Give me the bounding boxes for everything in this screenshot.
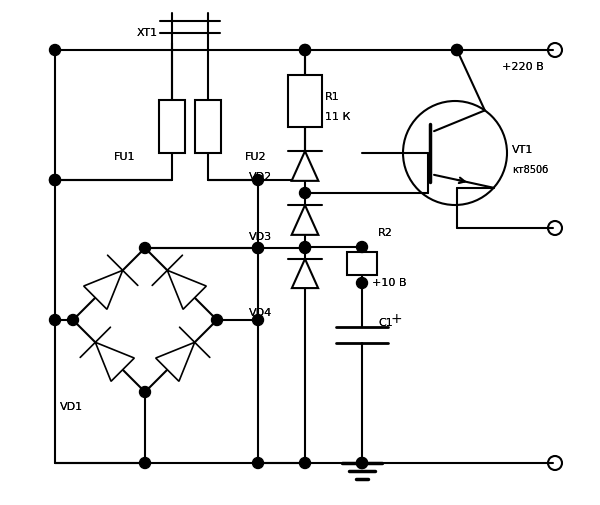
Polygon shape bbox=[292, 151, 319, 181]
Text: C1: C1 bbox=[378, 318, 393, 328]
Text: XT1: XT1 bbox=[137, 28, 158, 38]
Circle shape bbox=[299, 242, 311, 254]
Circle shape bbox=[139, 458, 151, 469]
Polygon shape bbox=[95, 342, 134, 381]
Circle shape bbox=[299, 241, 311, 252]
Text: VD4: VD4 bbox=[249, 308, 272, 318]
Text: +220 В: +220 В bbox=[502, 62, 544, 72]
Text: кт850б: кт850б bbox=[512, 165, 548, 175]
Text: 11 К: 11 К bbox=[325, 112, 350, 122]
Text: FU1: FU1 bbox=[113, 152, 135, 162]
Text: FU1: FU1 bbox=[113, 152, 135, 162]
Text: VT1: VT1 bbox=[512, 145, 533, 155]
Text: кт850б: кт850б bbox=[512, 165, 548, 175]
Text: +10 В: +10 В bbox=[372, 278, 407, 288]
Polygon shape bbox=[83, 270, 122, 309]
Text: VD2: VD2 bbox=[249, 172, 272, 182]
Circle shape bbox=[299, 458, 311, 469]
Text: XT1: XT1 bbox=[137, 28, 158, 38]
Text: R2: R2 bbox=[378, 228, 393, 238]
Circle shape bbox=[356, 458, 367, 469]
Circle shape bbox=[139, 386, 151, 397]
Circle shape bbox=[139, 242, 151, 254]
Text: FU2: FU2 bbox=[245, 152, 266, 162]
Circle shape bbox=[451, 44, 463, 56]
Text: +10 В: +10 В bbox=[372, 278, 407, 288]
Circle shape bbox=[299, 187, 311, 198]
Text: C1: C1 bbox=[378, 318, 393, 328]
Text: FU2: FU2 bbox=[245, 152, 266, 162]
Circle shape bbox=[67, 315, 79, 326]
Text: R2: R2 bbox=[378, 228, 393, 238]
Circle shape bbox=[451, 44, 463, 56]
Polygon shape bbox=[292, 205, 319, 235]
Bar bbox=[288, 75, 322, 127]
Circle shape bbox=[299, 44, 311, 56]
Circle shape bbox=[253, 458, 263, 469]
Circle shape bbox=[356, 458, 367, 469]
Text: VD1: VD1 bbox=[60, 402, 83, 412]
Text: VD4: VD4 bbox=[249, 308, 272, 318]
Circle shape bbox=[50, 175, 61, 185]
Circle shape bbox=[253, 242, 263, 254]
Text: 11 К: 11 К bbox=[325, 112, 350, 122]
Circle shape bbox=[50, 44, 61, 56]
Text: VD3: VD3 bbox=[249, 232, 272, 242]
Circle shape bbox=[253, 175, 263, 185]
Circle shape bbox=[50, 175, 61, 185]
Text: +: + bbox=[391, 312, 403, 326]
Text: R1: R1 bbox=[325, 92, 340, 102]
Text: VT1: VT1 bbox=[512, 145, 533, 155]
Text: VD2: VD2 bbox=[249, 172, 272, 182]
Circle shape bbox=[356, 241, 367, 252]
Polygon shape bbox=[292, 259, 318, 288]
Bar bbox=[159, 100, 185, 153]
Bar bbox=[347, 252, 377, 275]
Bar bbox=[195, 100, 221, 153]
Circle shape bbox=[212, 315, 223, 326]
Circle shape bbox=[253, 315, 263, 326]
Text: R1: R1 bbox=[325, 92, 340, 102]
Text: VD3: VD3 bbox=[249, 232, 272, 242]
Circle shape bbox=[253, 242, 263, 254]
Circle shape bbox=[299, 44, 311, 56]
Circle shape bbox=[50, 315, 61, 326]
Text: +220 В: +220 В bbox=[502, 62, 544, 72]
Circle shape bbox=[356, 278, 367, 288]
Polygon shape bbox=[155, 342, 194, 381]
Polygon shape bbox=[167, 270, 206, 309]
Text: VD1: VD1 bbox=[60, 402, 83, 412]
